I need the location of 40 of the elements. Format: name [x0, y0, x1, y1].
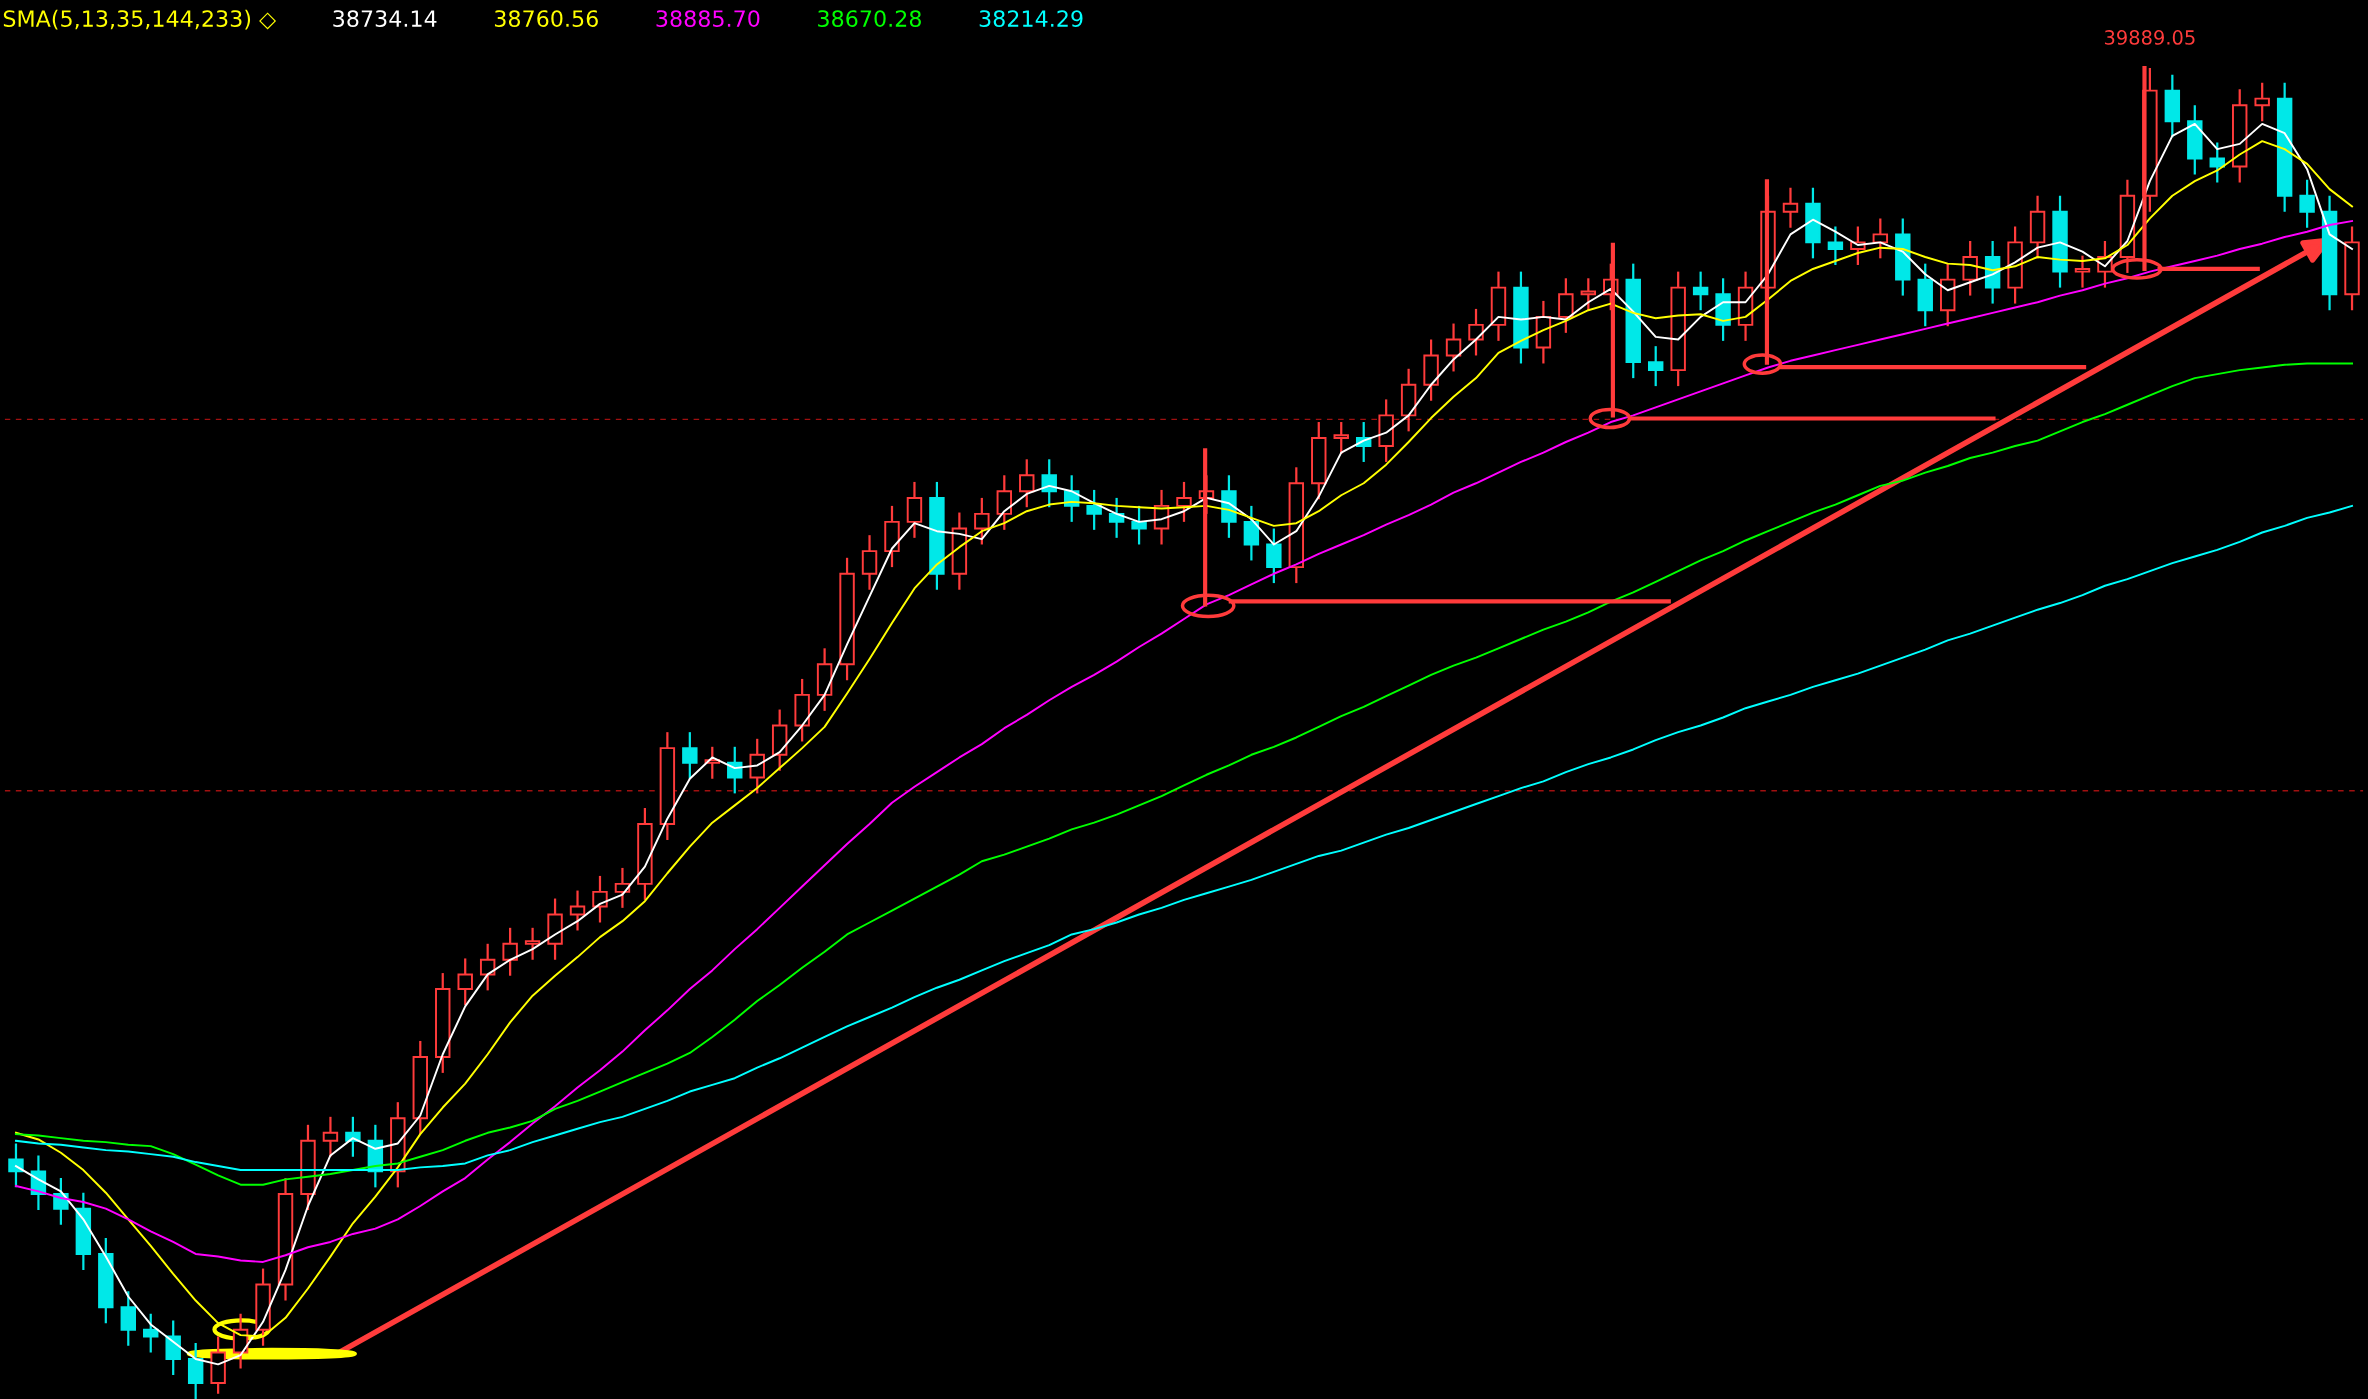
candlestick: [143, 1312, 159, 1354]
candlestick: [1558, 277, 1574, 334]
candlestick: [2254, 81, 2270, 123]
candlestick: [861, 534, 878, 591]
candlestick: [1782, 186, 1799, 229]
candlestick: [1580, 277, 1597, 312]
candlestick: [1648, 345, 1664, 388]
candlestick: [322, 1115, 339, 1158]
candlestick: [1692, 270, 1709, 312]
candlestick: [457, 957, 473, 1007]
candlestick: [1176, 480, 1192, 523]
candlestick: [1086, 488, 1102, 531]
text: 38214.29: [979, 10, 1083, 27]
candlestick: [1266, 527, 1282, 585]
candlestick: [1827, 225, 1844, 267]
candlestick: [1872, 217, 1889, 260]
candlestick: [974, 496, 990, 546]
candlestick: [2299, 178, 2315, 229]
candlestick: [2074, 254, 2091, 289]
candlestick: [1445, 322, 1462, 373]
candlestick: [1468, 307, 1484, 357]
candlestick: [502, 926, 518, 977]
candlestick: [682, 731, 698, 780]
candlestick: [1019, 458, 1035, 509]
candlestick: [524, 926, 541, 961]
text: 38734.14: [333, 10, 437, 27]
text: 39889.05: [2104, 30, 2195, 45]
candlestick: [592, 874, 608, 924]
candlestick: [1962, 239, 1978, 297]
candlestick: [569, 889, 586, 932]
candlestick: [187, 1341, 204, 1399]
candlestick: [996, 474, 1013, 531]
text: 38885.70: [656, 10, 760, 27]
chart-title: SMA(5,13,35,144,233) ◇: [3, 9, 277, 30]
text: 38670.28: [818, 10, 921, 27]
candlestick: [1243, 504, 1260, 562]
candlestick: [120, 1290, 136, 1347]
candlestick: [906, 480, 923, 539]
candlestick: [165, 1319, 181, 1377]
text: 38760.56: [494, 10, 598, 27]
